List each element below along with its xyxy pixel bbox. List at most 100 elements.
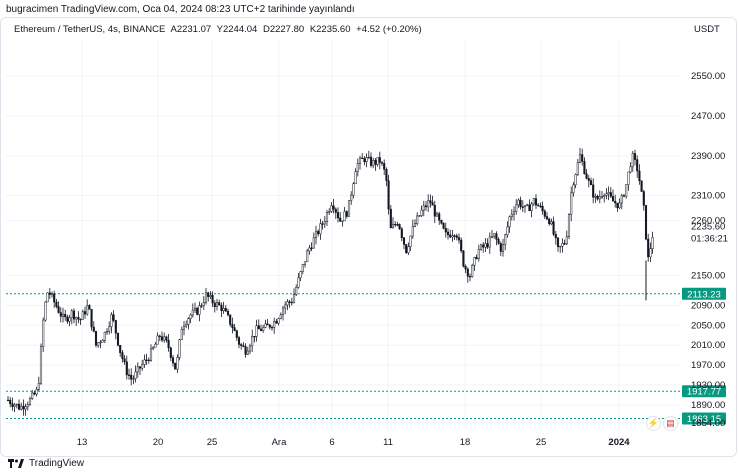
- candle-body: [143, 359, 146, 365]
- candle-body: [178, 339, 181, 358]
- publish-caption: bugracimen TradingView.com, Oca 04, 2024…: [6, 4, 355, 15]
- candle-body: [297, 277, 300, 288]
- candles: [6, 147, 654, 416]
- candle-body: [490, 236, 494, 238]
- candle-body: [633, 153, 637, 160]
- candle-body: [537, 204, 540, 207]
- candle-body: [493, 233, 496, 237]
- candle-body: [638, 170, 641, 181]
- candle-body: [341, 220, 344, 222]
- price-tick-label: 1890.00: [691, 400, 725, 411]
- candle-body: [411, 226, 414, 237]
- candle-body: [442, 222, 445, 229]
- candle-body: [39, 346, 43, 384]
- candle-body: [611, 196, 615, 202]
- level-badge: [682, 287, 726, 300]
- candle-body: [433, 205, 436, 217]
- candle-body: [121, 352, 124, 359]
- candle-body: [369, 156, 373, 166]
- candle-body: [629, 166, 632, 173]
- candle-body: [609, 192, 612, 197]
- candle-body: [446, 231, 450, 236]
- candle-body: [31, 392, 34, 399]
- time-tick-label: 25: [536, 437, 547, 448]
- candle-body: [570, 192, 573, 215]
- level-label: 1917.77: [687, 387, 721, 398]
- candle-body: [187, 318, 190, 325]
- candle-body: [605, 193, 608, 196]
- candle-body: [466, 268, 469, 277]
- candle-body: [299, 271, 302, 279]
- candle-body: [288, 301, 291, 303]
- candle-body: [125, 361, 128, 376]
- candle-body: [169, 347, 172, 358]
- candle-body: [55, 301, 58, 307]
- candle-body: [182, 325, 186, 330]
- candle-body: [209, 295, 212, 297]
- candle-body: [301, 264, 304, 272]
- candle-body: [583, 161, 586, 174]
- symbol-name[interactable]: Ethereum / TetherUS, 4s, BINANCE: [14, 24, 166, 35]
- candle-body: [506, 226, 509, 236]
- candle-body: [112, 314, 115, 321]
- candle-body: [519, 199, 522, 208]
- lightning-icon[interactable]: ⚡: [646, 416, 661, 431]
- candle-body: [116, 332, 120, 346]
- candle-body: [504, 234, 507, 245]
- candle-body: [592, 184, 595, 198]
- candle-body: [438, 213, 441, 221]
- candle-body: [561, 243, 564, 247]
- candle-body: [616, 202, 619, 209]
- candle-body: [149, 348, 153, 361]
- price-tick-label: 2150.00: [691, 270, 725, 281]
- candle-body: [479, 244, 483, 250]
- candle-body: [603, 194, 606, 197]
- candle-body: [418, 215, 421, 217]
- candle-body: [556, 237, 560, 248]
- candle-body: [88, 305, 91, 310]
- tradingview-logo-icon: [8, 459, 24, 468]
- candle-body: [185, 324, 188, 327]
- candle-body: [400, 228, 403, 239]
- candle-body: [497, 239, 500, 244]
- us-flag-icon[interactable]: ▤: [663, 416, 678, 431]
- candle-body: [422, 205, 425, 211]
- candle-body: [548, 218, 551, 225]
- level-badge: [682, 385, 726, 398]
- candle-body: [83, 311, 87, 315]
- candle-body: [451, 235, 454, 238]
- time-tick-label: Ara: [272, 437, 288, 448]
- candle-body: [167, 340, 170, 349]
- candle-body: [495, 233, 498, 240]
- candle-body: [640, 180, 643, 192]
- candle-body: [618, 202, 621, 209]
- candle-body: [251, 336, 254, 347]
- footer-brand[interactable]: TradingView: [29, 458, 85, 469]
- candle-body: [141, 364, 144, 369]
- candle-body: [420, 209, 423, 216]
- candle-body: [574, 174, 577, 186]
- candle-body: [202, 302, 205, 306]
- candle-body: [367, 156, 370, 159]
- candle-body: [268, 324, 271, 328]
- candle-body: [471, 264, 474, 277]
- candle-body: [378, 157, 381, 163]
- candle-body: [347, 200, 351, 217]
- candle-body: [246, 350, 249, 355]
- candle-body: [589, 180, 593, 186]
- candle-body: [636, 159, 639, 172]
- candle-body: [136, 366, 139, 373]
- candle-body: [154, 343, 157, 348]
- candle-body: [61, 313, 65, 317]
- candle-body: [389, 208, 392, 229]
- candle-body: [171, 357, 175, 364]
- candle-body: [620, 195, 623, 204]
- candle-body: [352, 183, 355, 196]
- candle-body: [156, 335, 159, 345]
- candle-body: [94, 331, 98, 346]
- currency-label[interactable]: USDT: [694, 24, 720, 35]
- time-tick-label: 13: [77, 437, 88, 448]
- candle-body: [372, 159, 375, 166]
- candle-body: [565, 236, 568, 244]
